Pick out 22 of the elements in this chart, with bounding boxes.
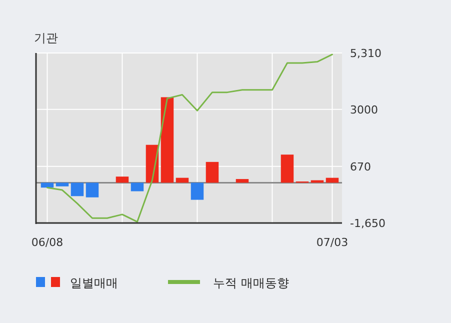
y-tick-label: 3000 xyxy=(350,103,378,116)
bar xyxy=(326,178,339,183)
y-tick-label: 5,310 xyxy=(350,47,382,60)
bar xyxy=(176,178,189,183)
bar xyxy=(280,154,294,183)
bar xyxy=(206,162,219,183)
bar xyxy=(56,182,69,186)
bar xyxy=(116,176,129,183)
y-tick-label: -1,650 xyxy=(350,217,386,230)
bar xyxy=(160,97,174,183)
chart-title: 기관 xyxy=(34,31,58,45)
x-tick-label: 06/08 xyxy=(31,236,64,249)
legend-label: 누적 매매동향 xyxy=(213,276,289,290)
legend-label: 일별매매 xyxy=(70,276,118,290)
bar xyxy=(70,182,84,196)
y-tick-label: 670 xyxy=(350,160,371,174)
bar xyxy=(190,182,204,200)
bar xyxy=(130,182,144,192)
x-tick-label: 07/03 xyxy=(316,236,348,249)
bar xyxy=(86,182,99,198)
bar xyxy=(236,179,249,183)
bar xyxy=(40,182,54,188)
